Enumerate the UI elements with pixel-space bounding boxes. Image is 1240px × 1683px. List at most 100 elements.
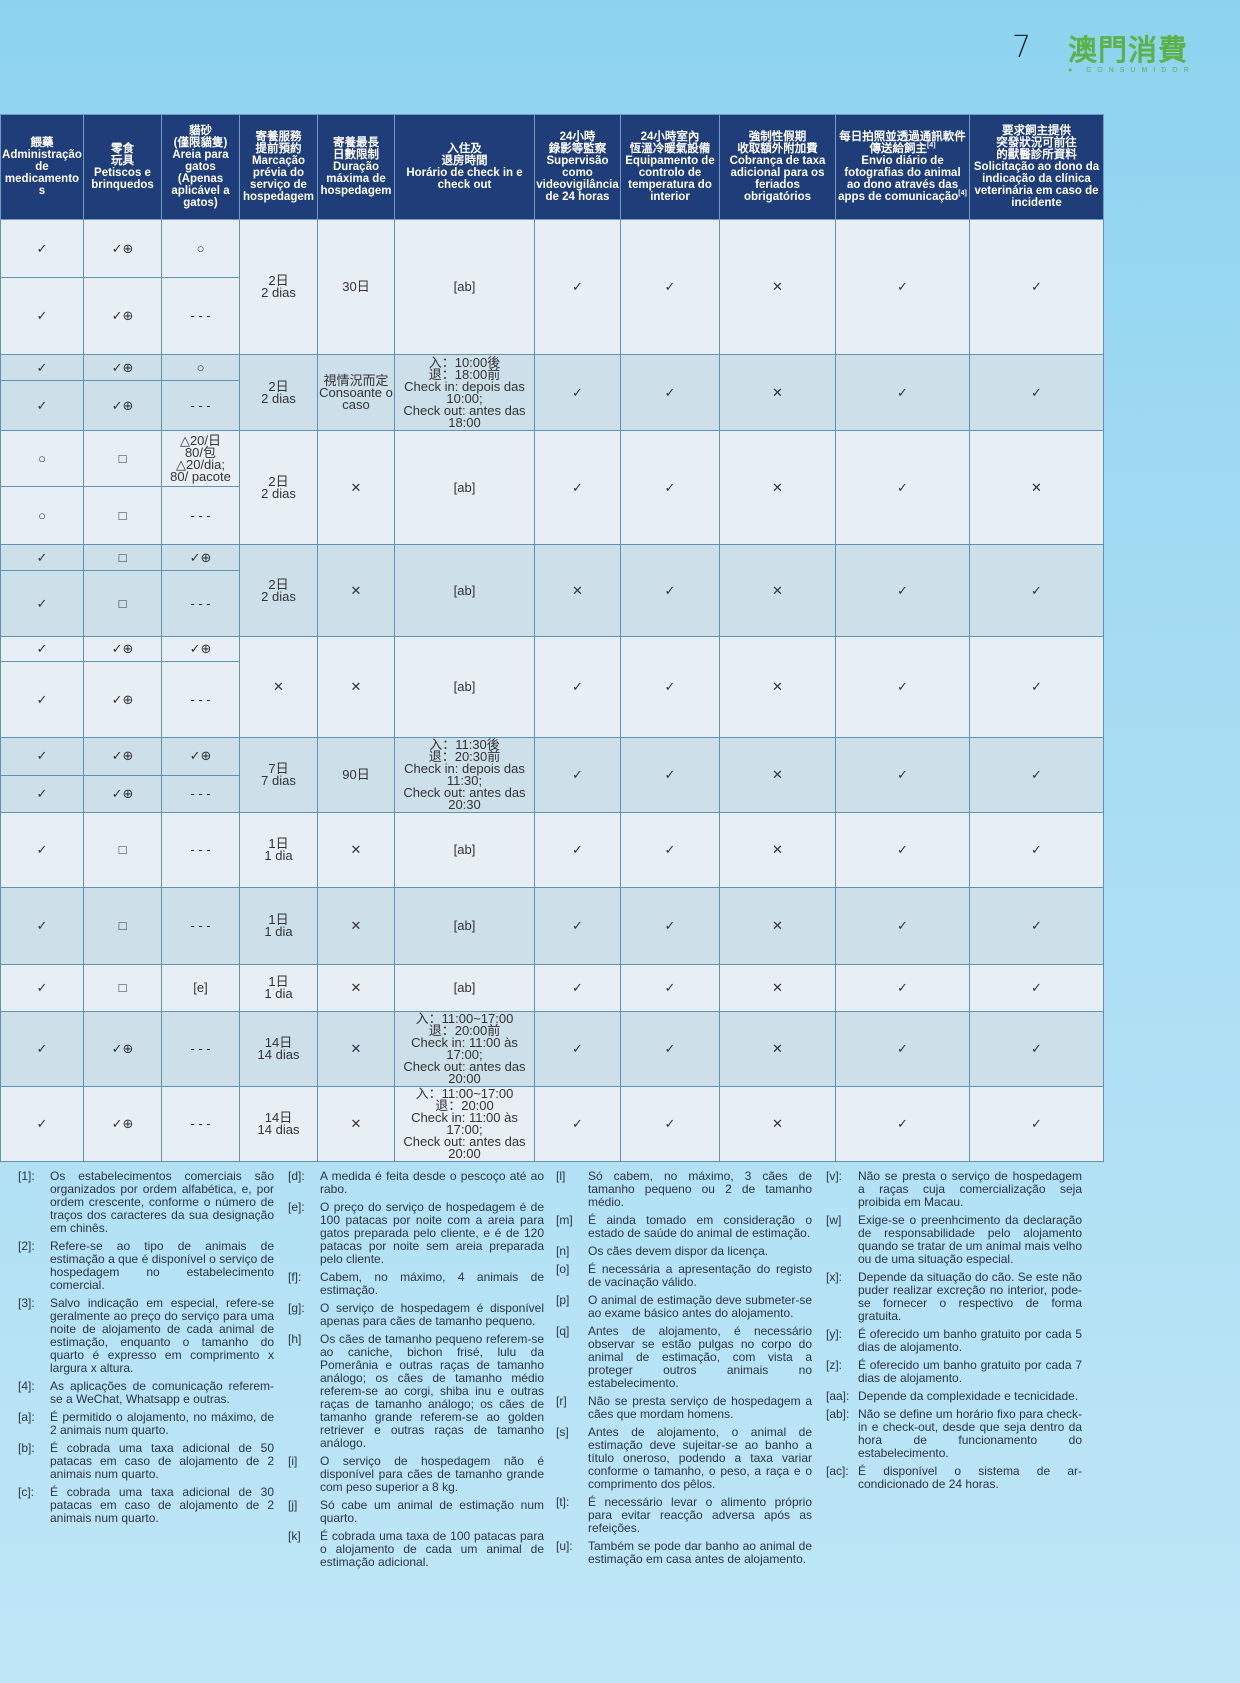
footnote: [ab]: Não se define um horário fixo para … xyxy=(826,1408,1082,1460)
table-row: ✓ ✓⊕ ○ 2日 2 dias 30日 [ab] ✓ ✓ ✕ ✓ ✓ xyxy=(0,219,1104,355)
table-row: ✓ □ - - - xyxy=(0,570,1104,637)
footnote-key: [u]: xyxy=(556,1539,573,1553)
footnote-key: [2]: xyxy=(18,1239,35,1253)
cell-cctv-24h: ✓ xyxy=(534,430,621,545)
cell-medication: ✓ xyxy=(0,661,84,738)
footnote-text: Salvo indicação em especial, refere-se g… xyxy=(50,1296,274,1375)
cell-snacks-toys: □ xyxy=(83,486,162,545)
table-row: ✓ ✓⊕ - - - xyxy=(0,277,1104,355)
cell-snacks-toys: ✓⊕ xyxy=(83,354,162,381)
cell-holiday-surcharge: ✕ xyxy=(719,887,836,965)
cell-climate-control: ✓ xyxy=(620,887,720,965)
footnote: [z]: É oferecido um banho gratuito por ca… xyxy=(826,1359,1082,1385)
cell-daily-photos: ✓ xyxy=(835,219,970,355)
cell-climate-control: ✓ xyxy=(620,964,720,1012)
cell-vet-clinic-info: ✕ xyxy=(969,430,1104,545)
footnote-column: [1]: Os estabelecimentos comerciais são o… xyxy=(18,1170,274,1530)
footnote-text: Antes de alojamento, o animal de estimaç… xyxy=(588,1425,812,1491)
cell-check-in-out-time: 入：11:30後 退：20:30前 Check in: depois das 1… xyxy=(394,737,535,813)
cell-medication: ✓ xyxy=(0,774,84,813)
cell-climate-control: ✓ xyxy=(620,1011,720,1087)
column-header-max-duration: 寄養最長 日數限制 Duração máxima de hospedagem xyxy=(317,114,395,220)
footnote: [x]: Depende da situação do cão. Se este … xyxy=(826,1271,1082,1323)
cell-cctv-24h: ✓ xyxy=(534,1011,621,1087)
cell-daily-photos: ✓ xyxy=(835,812,970,888)
cell-advance-booking: 2日 2 dias xyxy=(239,354,318,431)
cell-medication: ✓ xyxy=(0,887,84,965)
cell-holiday-surcharge: ✕ xyxy=(719,812,836,888)
footnote-text: O serviço de hospedagem é disponível ape… xyxy=(320,1301,544,1328)
footnote-key: [c]: xyxy=(18,1485,35,1499)
cell-advance-booking: 2日 2 dias xyxy=(239,544,318,637)
footnote-text: É oferecido um banho gratuito por cada 5… xyxy=(858,1327,1082,1354)
cell-climate-control: ✓ xyxy=(620,430,720,545)
cell-cat-litter: ○ xyxy=(161,219,240,278)
cell-daily-photos: ✓ xyxy=(835,737,970,813)
cell-daily-photos: ✓ xyxy=(835,1011,970,1087)
cell-cctv-24h: ✓ xyxy=(534,737,621,813)
cell-advance-booking: 7日 7 dias xyxy=(239,737,318,813)
cell-vet-clinic-info: ✓ xyxy=(969,1086,1104,1162)
footnote: [e]: O preço do serviço de hospedagem é d… xyxy=(288,1201,544,1266)
cell-medication: ✓ xyxy=(0,737,84,776)
cell-medication: ✓ xyxy=(0,636,84,662)
cell-medication: ○ xyxy=(0,430,84,487)
cell-holiday-surcharge: ✕ xyxy=(719,544,836,637)
cell-snacks-toys: ✓⊕ xyxy=(83,1086,162,1162)
table-row: ✓ ✓⊕ ○ 2日 2 dias 視情況而定 Consoante o caso 入：10:… xyxy=(0,354,1104,431)
cell-cat-litter: ✓⊕ xyxy=(161,636,240,662)
footnote: [n] Os cães devem dispor da licença. xyxy=(556,1245,812,1258)
cell-advance-booking: 1日 1 dia xyxy=(239,887,318,965)
footnote-key: [i] xyxy=(288,1454,298,1468)
cell-check-in-out-time: 入：10:00後 退：18:00前 Check in: depois das 1… xyxy=(394,354,535,431)
cell-max-duration: 30日 xyxy=(317,219,395,355)
footnote: [4]: As aplicações de comunicação referem… xyxy=(18,1380,274,1406)
cell-daily-photos: ✓ xyxy=(835,887,970,965)
footnote-key: [y]: xyxy=(826,1327,843,1341)
cell-medication: ✓ xyxy=(0,277,84,355)
cell-daily-photos: ✓ xyxy=(835,544,970,637)
cell-snacks-toys: ✓⊕ xyxy=(83,737,162,776)
footnote-key: [b]: xyxy=(18,1441,35,1455)
table-row: ✓ □ ✓⊕ 2日 2 dias ✕ [ab] ✕ ✓ ✕ ✓ ✓ xyxy=(0,544,1104,637)
cell-check-in-out-time: 入：11:00~17:00 退：20:00前 Check in: 11:00 à… xyxy=(394,1011,535,1087)
cell-max-duration: 90日 xyxy=(317,737,395,813)
cell-check-in-out-time: [ab] xyxy=(394,544,535,637)
footnote-key: [z]: xyxy=(826,1358,843,1372)
cell-advance-booking: 14日 14 dias xyxy=(239,1086,318,1162)
footnote-key: [e]: xyxy=(288,1200,305,1214)
cell-holiday-surcharge: ✕ xyxy=(719,1011,836,1087)
table-row: ✓ ✓⊕ - - -14日 14 dias ✕ 入：11:00~17:00 退：20:0… xyxy=(0,1011,1104,1087)
footnote-key: [x]: xyxy=(826,1270,843,1284)
page-number: 7 xyxy=(1012,30,1032,65)
footnote: [1]: Os estabelecimentos comerciais são o… xyxy=(18,1170,274,1235)
footnote: [f]: Cabem, no máximo, 4 animais de estim… xyxy=(288,1271,544,1297)
cell-vet-clinic-info: ✓ xyxy=(969,354,1104,431)
cell-check-in-out-time: [ab] xyxy=(394,812,535,888)
cell-snacks-toys: ✓⊕ xyxy=(83,636,162,662)
footnote-text: A medida é feita desde o pescoço até ao … xyxy=(320,1169,544,1196)
cell-cctv-24h: ✓ xyxy=(534,1086,621,1162)
cell-daily-photos: ✓ xyxy=(835,354,970,431)
footnote-key: [t]: xyxy=(556,1495,570,1509)
column-header-medication: 餵藥 Administração de medicamentos xyxy=(0,114,84,220)
cell-advance-booking: 1日 1 dia xyxy=(239,964,318,1012)
cell-cctv-24h: ✓ xyxy=(534,812,621,888)
footnote-text: Os estabelecimentos comerciais são organ… xyxy=(50,1169,274,1235)
footnote-text: O serviço de hospedagem não é disponível… xyxy=(320,1454,544,1494)
cell-cat-litter: ✓⊕ xyxy=(161,737,240,776)
footnote-text: As aplicações de comunicação referem-se … xyxy=(50,1379,274,1406)
cell-cat-litter: [e] xyxy=(161,964,240,1012)
footnote-text: É necessária a apresentação do registo d… xyxy=(588,1262,812,1289)
footnote: [2]: Refere-se ao tipo de animais de esti… xyxy=(18,1240,274,1292)
footnote: [r] Não se presta serviço de hospedagem a… xyxy=(556,1395,812,1421)
footnote-text: Não se define um horário fixo para check… xyxy=(858,1407,1082,1460)
column-header-snacks-toys: 零食 玩具 Petiscos e brinquedos xyxy=(83,114,162,220)
footnote-key: [m] xyxy=(556,1213,573,1227)
cell-cctv-24h: ✓ xyxy=(534,964,621,1012)
cell-check-in-out-time: [ab] xyxy=(394,219,535,355)
cell-check-in-out-time: 入：11:00~17:00 退：20:00 Check in: 11:00 às… xyxy=(394,1086,535,1162)
table-row: ✓ ✓⊕ - - - xyxy=(0,380,1104,431)
cell-max-duration: ✕ xyxy=(317,964,395,1012)
footnote-key: [h] xyxy=(288,1332,302,1346)
